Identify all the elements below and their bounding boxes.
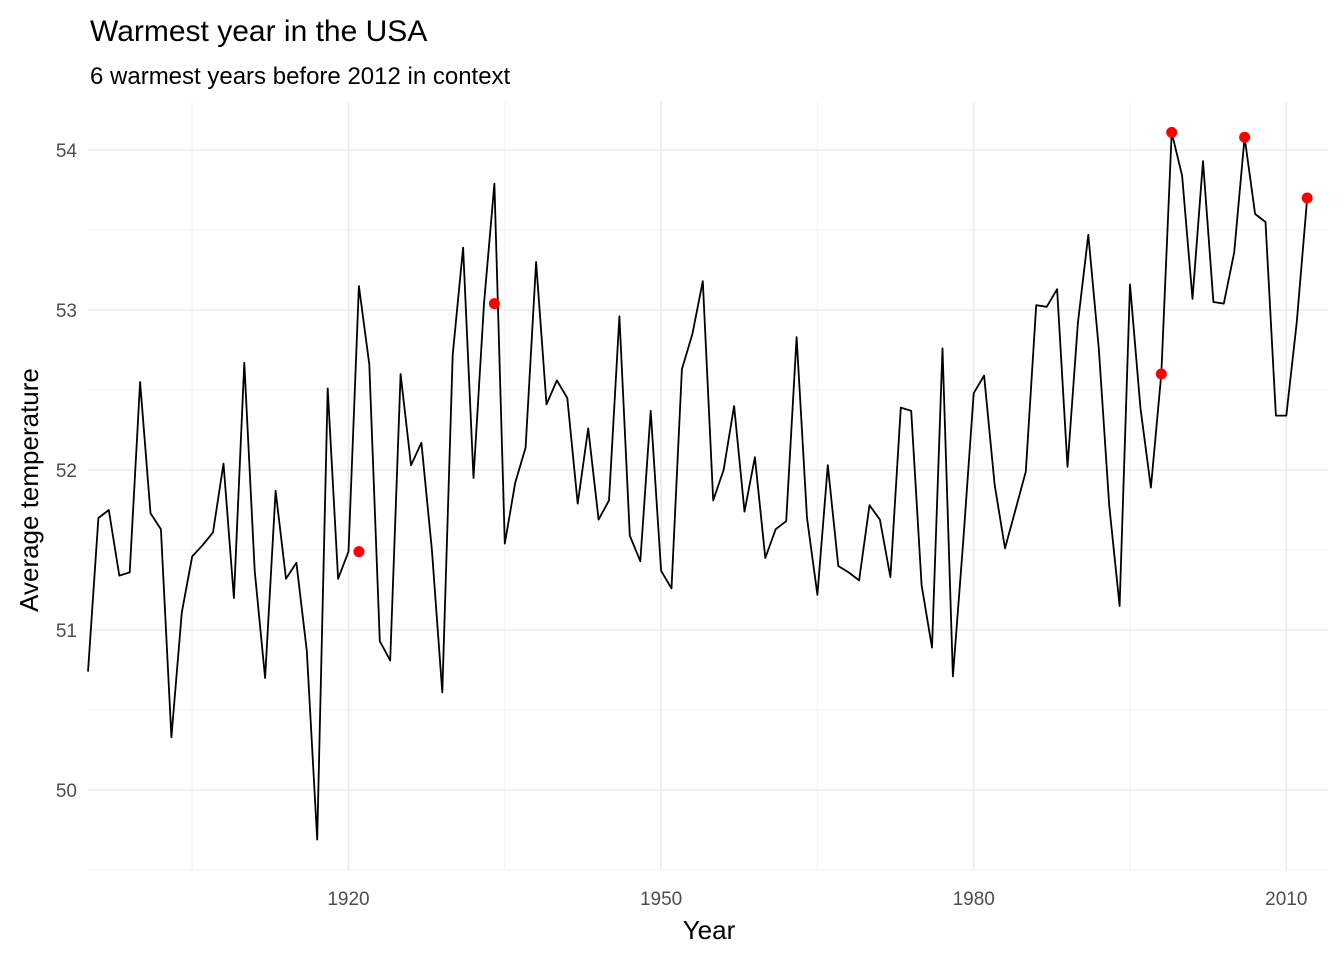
x-axis-title: Year (683, 915, 736, 945)
x-tick-label: 1980 (953, 889, 995, 910)
chart-title: Warmest year in the USA (90, 15, 427, 48)
temperature-line (87, 131, 1309, 841)
tick-labels: 1920 1950 1980 2010 50 51 52 53 54 (56, 141, 1308, 910)
y-tick-label: 53 (56, 301, 77, 322)
highlight-points (353, 126, 1313, 558)
warm-year-point (1166, 126, 1178, 138)
chart-subtitle: 6 warmest years before 2012 in context (90, 63, 511, 90)
x-tick-label: 1920 (327, 889, 369, 910)
y-tick-label: 54 (56, 141, 78, 162)
series-layer (87, 131, 1309, 841)
grid (88, 102, 1328, 871)
y-tick-label: 52 (56, 461, 77, 482)
warm-year-point (1155, 368, 1167, 380)
y-tick-label: 51 (56, 621, 77, 642)
x-tick-label: 2010 (1265, 889, 1307, 910)
warm-year-point (488, 298, 500, 310)
warm-year-point (1301, 192, 1313, 204)
y-tick-label: 50 (56, 781, 77, 802)
warm-year-point (353, 546, 365, 558)
y-axis-title: Average temperature (14, 368, 44, 612)
warm-year-point (1239, 131, 1251, 143)
x-tick-label: 1950 (640, 889, 682, 910)
